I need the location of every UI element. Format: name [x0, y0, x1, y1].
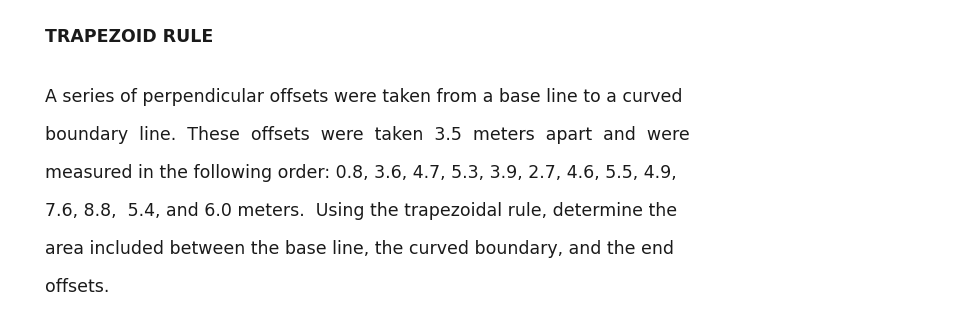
Text: TRAPEZOID RULE: TRAPEZOID RULE	[45, 28, 213, 46]
Text: area included between the base line, the curved boundary, and the end: area included between the base line, the…	[45, 240, 674, 258]
Text: A series of perpendicular offsets were taken from a base line to a curved: A series of perpendicular offsets were t…	[45, 88, 681, 106]
Text: offsets.: offsets.	[45, 278, 110, 296]
Text: 7.6, 8.8,  5.4, and 6.0 meters.  Using the trapezoidal rule, determine the: 7.6, 8.8, 5.4, and 6.0 meters. Using the…	[45, 202, 677, 220]
Text: measured in the following order: 0.8, 3.6, 4.7, 5.3, 3.9, 2.7, 4.6, 5.5, 4.9,: measured in the following order: 0.8, 3.…	[45, 164, 676, 182]
Text: boundary  line.  These  offsets  were  taken  3.5  meters  apart  and  were: boundary line. These offsets were taken …	[45, 126, 689, 144]
